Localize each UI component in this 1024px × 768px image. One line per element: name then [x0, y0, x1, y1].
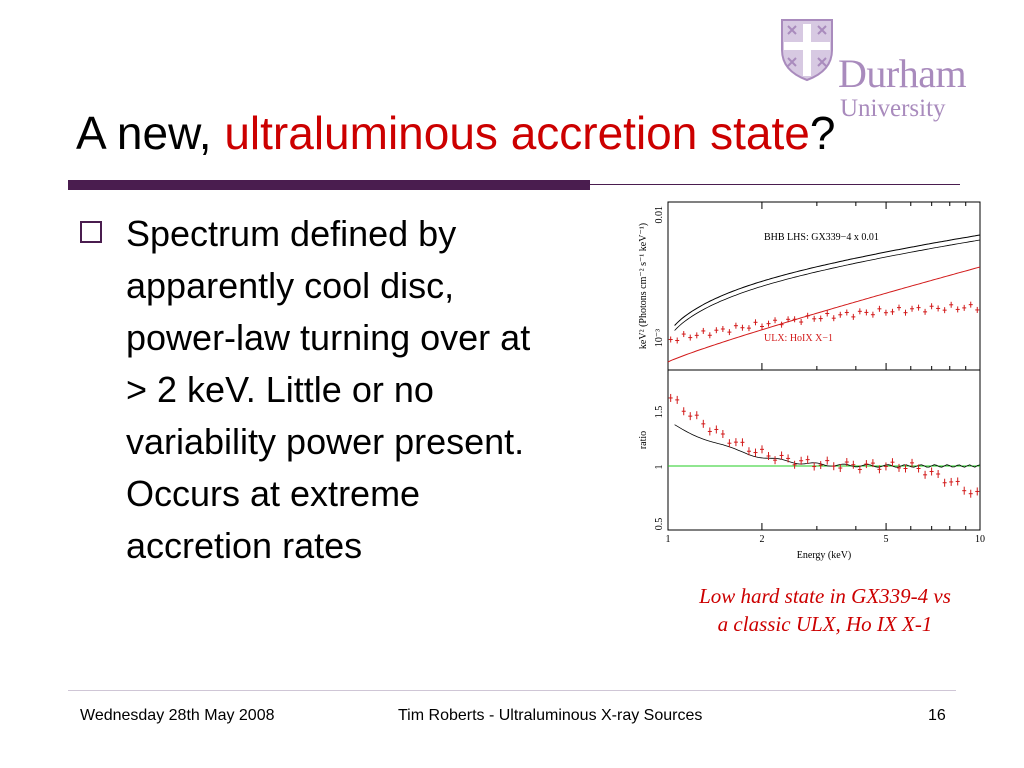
bullet-line: apparently cool disc,	[126, 265, 455, 306]
slide-title: A new, ultraluminous accretion state?	[76, 108, 835, 159]
ulx-annotation: ULX: HoIX X−1	[764, 333, 833, 344]
durham-university-logo: Durham University	[778, 16, 998, 121]
ulx-model-curve	[667, 266, 981, 363]
bhb-annotation: BHB LHS: GX339−4 x 0.01	[764, 232, 879, 243]
spectrum-plot: 0.01 10⁻³ keV² (Photons cm⁻² s⁻¹ keV⁻¹) …	[638, 201, 985, 561]
caption-line: Low hard state in GX339-4 vs	[699, 584, 951, 608]
figure-caption: Low hard state in GX339-4 vs a classic U…	[660, 582, 990, 638]
bottom-ytick-label: 1.5	[654, 406, 665, 419]
title-highlight: ultraluminous accretion state	[224, 107, 810, 159]
title-underline-thick	[68, 180, 590, 190]
footer-rule	[68, 690, 956, 691]
xtick-label: 2	[760, 534, 765, 545]
bullet-line: Occurs at extreme	[126, 473, 421, 514]
bullet-line: Spectrum defined by	[126, 213, 457, 254]
xtick-label: 1	[666, 534, 671, 545]
slide-number: 16	[928, 707, 946, 724]
bullet-line: power-law turning over at	[126, 317, 531, 358]
top-ytick-label: 10⁻³	[654, 329, 665, 347]
bhb-model-curve	[674, 239, 981, 331]
footer-title: Tim Roberts - Ultraluminous X-ray Source…	[398, 707, 703, 724]
top-ylabel: keV² (Photons cm⁻² s⁻¹ keV⁻¹)	[638, 223, 649, 349]
bottom-ytick-label: 0.5	[654, 518, 665, 531]
bhb-data-curve	[674, 234, 981, 326]
bhb-ratio-curve	[674, 424, 981, 468]
bottom-ytick-label: 1	[654, 465, 665, 470]
xtick-label: 10	[975, 534, 985, 545]
spectrum-curves	[667, 234, 981, 498]
xlabel: Energy (keV)	[797, 550, 852, 561]
title-prefix: A new,	[76, 107, 225, 159]
title-suffix: ?	[809, 107, 836, 159]
bottom-panel-frame	[667, 369, 981, 531]
bottom-ylabel: ratio	[638, 431, 649, 449]
axis-ticks	[667, 202, 981, 530]
logo-word-durham: Durham	[838, 51, 967, 96]
bullet-text: Spectrum defined by apparently cool disc…	[126, 208, 606, 572]
crest-icon	[781, 19, 833, 82]
xtick-label: 5	[884, 534, 889, 545]
footer-date: Wednesday 28th May 2008	[80, 707, 275, 724]
logo-word-university: University	[840, 95, 946, 122]
bullet-line: accretion rates	[126, 525, 363, 566]
square-bullet-icon	[80, 221, 102, 243]
bullet-line: variability power present.	[126, 421, 525, 462]
spectrum-figure: 0.01 10⁻³ keV² (Photons cm⁻² s⁻¹ keV⁻¹) …	[632, 190, 990, 562]
title-underline-thin	[590, 184, 960, 185]
caption-line: a classic ULX, Ho IX X-1	[717, 612, 933, 636]
bullet-line: > 2 keV. Little or no	[126, 369, 434, 410]
top-ytick-label: 0.01	[654, 206, 665, 224]
